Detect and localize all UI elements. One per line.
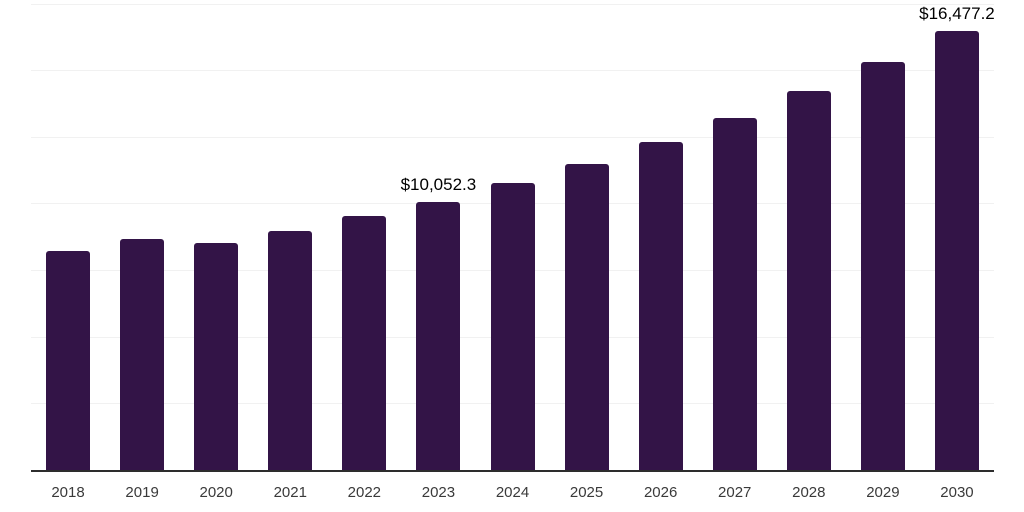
x-tick-2019: 2019	[125, 484, 159, 501]
gridline	[31, 3, 994, 5]
x-tick-2026: 2026	[643, 484, 678, 501]
x-tick-2021: 2021	[273, 484, 307, 501]
x-tick-2023: 2023	[421, 484, 456, 501]
value-label-2030: $16,477.2	[919, 3, 995, 23]
bar-2029	[860, 62, 905, 470]
x-tick-2024: 2024	[495, 484, 530, 501]
x-axis-line	[31, 470, 994, 472]
bar-2030	[934, 30, 979, 470]
bar-2022	[342, 215, 387, 470]
bar-2023	[416, 202, 461, 470]
x-tick-2020: 2020	[199, 484, 233, 501]
x-tick-2028: 2028	[792, 484, 826, 501]
bar-2021	[268, 230, 313, 470]
bar-2020	[194, 243, 239, 470]
value-label-2023: $10,052.3	[400, 175, 477, 195]
bar-2027	[712, 117, 757, 470]
x-tick-2018: 2018	[51, 484, 85, 501]
x-tick-2025: 2025	[569, 484, 604, 501]
bar-2025	[564, 163, 609, 470]
gridline	[31, 70, 994, 72]
x-tick-2029: 2029	[866, 484, 900, 501]
bar-2026	[638, 141, 683, 470]
x-tick-2030: 2030	[940, 484, 974, 501]
bar-2024	[490, 182, 535, 470]
bar-2019	[120, 238, 165, 470]
bar-2018	[46, 250, 91, 470]
gridline	[31, 136, 994, 138]
bar-2028	[786, 90, 831, 470]
x-tick-2027: 2027	[718, 484, 752, 501]
x-tick-2022: 2022	[347, 484, 382, 501]
